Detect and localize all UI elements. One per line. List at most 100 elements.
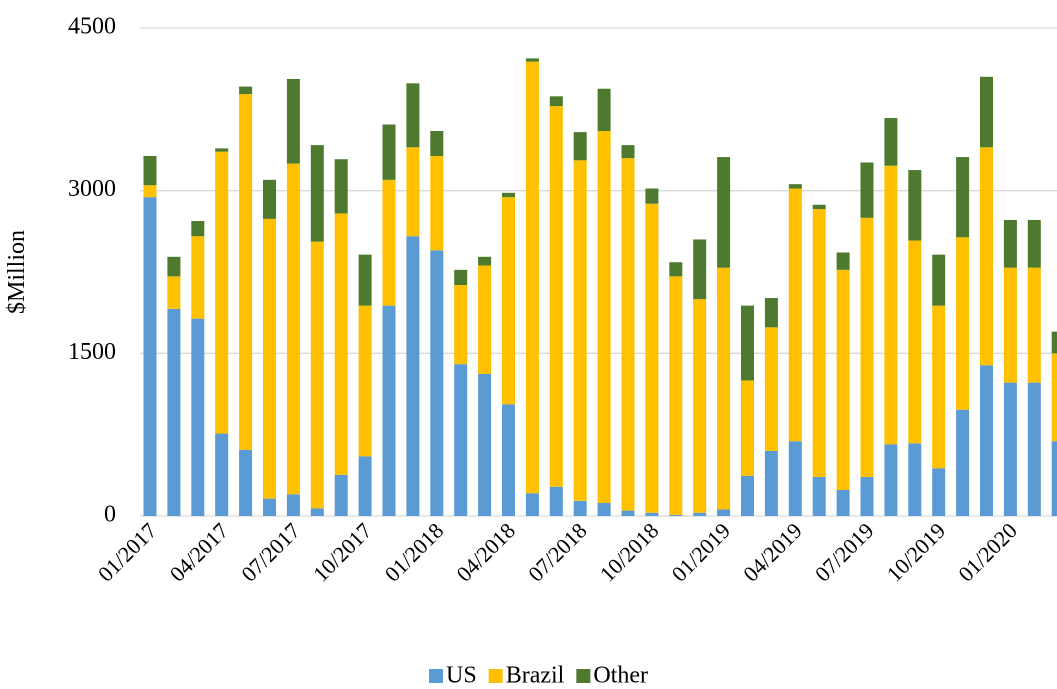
bar-segment bbox=[215, 151, 229, 434]
bar-segment bbox=[812, 476, 826, 516]
bar-segment bbox=[597, 88, 611, 132]
bar-segment bbox=[980, 147, 993, 366]
bar-segment bbox=[478, 265, 492, 374]
bar-segment bbox=[525, 58, 539, 62]
bar-segment bbox=[764, 327, 778, 451]
x-tick-label: 01/2017 bbox=[93, 518, 162, 587]
bar-segment bbox=[788, 184, 802, 189]
bar-segment bbox=[454, 364, 468, 516]
bar-segment bbox=[430, 131, 444, 156]
bar-segment bbox=[621, 510, 635, 516]
bar-segment bbox=[1027, 267, 1041, 383]
bar-segment bbox=[1027, 382, 1041, 516]
bar-segment bbox=[239, 94, 253, 450]
bar-segment bbox=[454, 285, 468, 365]
bar-segment bbox=[932, 468, 946, 516]
bar-segment bbox=[286, 78, 300, 164]
y-tick-label: 4500 bbox=[68, 14, 116, 40]
bar-segment bbox=[167, 308, 181, 516]
bar-segment bbox=[741, 475, 754, 516]
bar-segment bbox=[908, 443, 922, 516]
bar-segment bbox=[621, 145, 635, 159]
bar-segment bbox=[741, 305, 754, 381]
bar-segment bbox=[669, 262, 683, 277]
bar-segment bbox=[812, 209, 826, 477]
bar-segment bbox=[239, 449, 253, 516]
bar-segment bbox=[478, 256, 492, 266]
bar-segment bbox=[860, 476, 874, 516]
bar-segment bbox=[525, 61, 539, 494]
bar-segment bbox=[143, 197, 157, 516]
bar-segment bbox=[884, 165, 898, 445]
bar-segment bbox=[956, 409, 970, 516]
bar-segment bbox=[836, 252, 850, 270]
bar-segment bbox=[621, 158, 635, 511]
legend-label: US bbox=[446, 663, 477, 689]
bar-segment bbox=[430, 155, 444, 251]
legend-label: Other bbox=[593, 663, 648, 689]
bar-segment bbox=[286, 163, 300, 495]
bar-segment bbox=[717, 509, 731, 516]
y-tick-label: 3000 bbox=[68, 176, 116, 202]
x-tick-label: 07/2019 bbox=[810, 518, 879, 587]
x-tick-label: 10/2018 bbox=[595, 518, 664, 587]
bar-segment bbox=[812, 204, 826, 210]
bar-segment bbox=[358, 305, 372, 457]
bar-segment bbox=[860, 162, 874, 218]
bar-segment bbox=[215, 148, 229, 152]
bar-segment bbox=[1003, 382, 1017, 516]
bar-segment bbox=[167, 276, 181, 309]
bar-segment bbox=[980, 365, 993, 516]
bar-segment bbox=[741, 380, 754, 476]
bar-segment bbox=[669, 514, 683, 516]
y-tick-label: 1500 bbox=[68, 339, 116, 365]
bar-segment bbox=[334, 159, 348, 214]
x-tick-label: 01/2019 bbox=[666, 518, 735, 587]
bar-segment bbox=[167, 256, 181, 277]
bar-segment bbox=[358, 456, 372, 516]
legend-swatch bbox=[429, 669, 444, 683]
bar-segment bbox=[1027, 219, 1041, 268]
bar-segment bbox=[645, 188, 659, 204]
bar-segment bbox=[693, 239, 707, 300]
bar-segment bbox=[382, 179, 396, 306]
legend-swatch bbox=[488, 669, 503, 683]
bar-segment bbox=[860, 217, 874, 477]
y-tick-label: 0 bbox=[104, 502, 116, 528]
x-tick-label: 10/2019 bbox=[882, 518, 951, 587]
x-tick-label: 04/2018 bbox=[451, 518, 520, 587]
bar-segment bbox=[645, 203, 659, 513]
y-axis-label: $Million bbox=[4, 230, 30, 314]
bar-segment bbox=[932, 305, 946, 469]
bar-segment bbox=[645, 512, 659, 516]
bar-segment bbox=[1051, 441, 1057, 516]
x-tick-label: 07/2018 bbox=[523, 518, 592, 587]
bar-segment bbox=[406, 83, 420, 148]
bar-segment bbox=[454, 269, 468, 286]
bar-segment bbox=[502, 404, 515, 516]
bar-segment bbox=[764, 298, 778, 328]
bar-segment bbox=[573, 132, 587, 161]
bar-segment bbox=[502, 197, 515, 405]
bar-segment bbox=[597, 502, 611, 516]
bar-segment bbox=[1051, 331, 1057, 354]
bar-segment bbox=[573, 160, 587, 501]
bar-segment bbox=[143, 185, 157, 198]
x-tick-label: 07/2017 bbox=[236, 518, 305, 587]
bar-segment bbox=[549, 486, 563, 516]
legend-label: Brazil bbox=[506, 663, 565, 689]
bar-segment bbox=[836, 489, 850, 516]
bar-segment bbox=[334, 474, 348, 516]
bar-segment bbox=[693, 299, 707, 513]
bar-segment bbox=[191, 318, 205, 516]
x-tick-label: 04/2019 bbox=[738, 518, 807, 587]
bar-segment bbox=[143, 155, 157, 186]
bar-segment bbox=[263, 218, 276, 499]
bar-segment bbox=[764, 450, 778, 516]
bar-segment bbox=[788, 188, 802, 442]
bar-segment bbox=[334, 213, 348, 475]
x-tick-label: 10/2017 bbox=[308, 518, 377, 587]
bar-segment bbox=[573, 500, 587, 516]
bar-segment bbox=[1003, 219, 1017, 268]
legend: US Brazil Other bbox=[429, 663, 648, 689]
